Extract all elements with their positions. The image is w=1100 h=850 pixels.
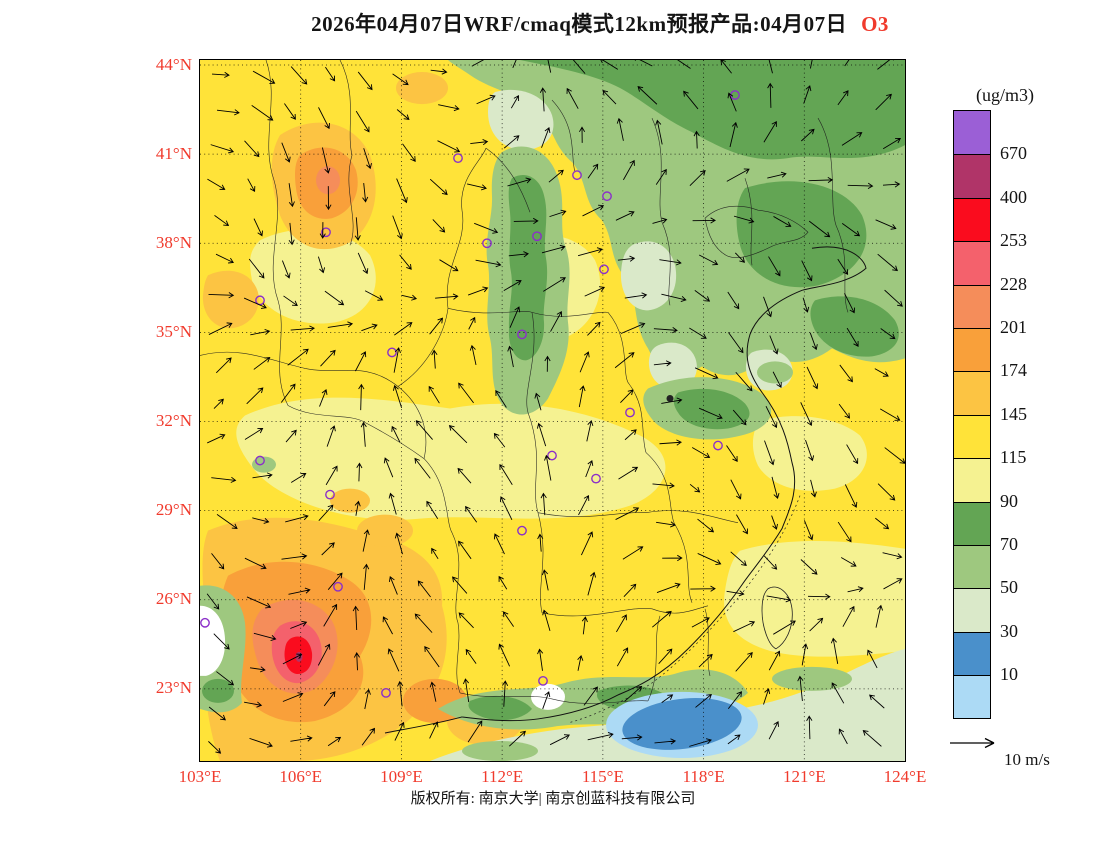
colorbar-tick-label: 228 — [1000, 273, 1027, 294]
station-marker — [517, 525, 527, 536]
wind-vector-field — [206, 60, 905, 754]
lon-tick-label: 115°E — [581, 767, 624, 786]
colorbar-tick-label: 174 — [1000, 360, 1027, 381]
wind-scale-value: 10 m/s — [1004, 750, 1050, 769]
lon-tick-label: 124°E — [883, 767, 927, 786]
station-marker — [255, 455, 265, 466]
colorbar-tick-label: 400 — [1000, 186, 1027, 207]
colorbar-unit-label: (ug/m3) — [976, 85, 1034, 105]
station-marker — [381, 687, 391, 698]
forecast-title: 2026年04月07日WRF/cmaq模式12km预报产品:04月07日 O3 — [110, 8, 1090, 38]
station-marker — [602, 191, 612, 202]
colorbar-tick-label: 115 — [1000, 447, 1027, 468]
lon-tick-label: 121°E — [782, 767, 826, 786]
station-marker — [200, 617, 210, 628]
lon-tick-label: 109°E — [380, 767, 423, 786]
colorbar-swatch — [954, 197, 990, 242]
wind-scale-arrow-icon — [950, 737, 995, 749]
colorbar-tick-label: 670 — [1000, 143, 1027, 164]
colorbar-swatch — [954, 241, 990, 285]
colorbar-tick-label: 145 — [1000, 403, 1027, 424]
station-marker — [591, 473, 601, 484]
copyright-footer: 版权所有: 南京大学| 南京创蓝科技有限公司 — [410, 791, 696, 807]
lon-tick-label: 112°E — [481, 767, 524, 786]
station-marker — [532, 231, 542, 242]
map-frame — [199, 59, 906, 762]
colorbar-tick-label: 253 — [1000, 230, 1027, 251]
colorbar-tick-label: 10 — [1000, 664, 1018, 685]
station-marker — [572, 170, 582, 181]
station-marker — [387, 347, 397, 358]
station-marker — [325, 489, 335, 500]
lat-tick-label: 38°N — [155, 233, 192, 252]
colorbar-swatch — [954, 154, 990, 198]
coastline — [384, 246, 867, 734]
wind-scale-legend — [948, 735, 1088, 780]
station-marker — [625, 407, 635, 418]
offshore-dashed-line — [567, 495, 801, 724]
lon-tick-label: 103°E — [178, 767, 222, 786]
station-marker — [321, 227, 331, 238]
lat-tick-label: 41°N — [155, 144, 192, 163]
colorbar-swatch — [954, 371, 990, 415]
station-marker — [666, 394, 674, 402]
colorbar — [953, 110, 991, 720]
colorbar-swatch — [954, 631, 990, 676]
colorbar-swatch — [954, 458, 990, 502]
station-markers — [200, 90, 740, 698]
colorbar-tick-label: 30 — [1000, 620, 1018, 641]
concentration-fill-regions — [200, 60, 905, 761]
lat-tick-label: 44°N — [155, 55, 192, 74]
station-marker — [538, 675, 548, 686]
station-marker — [547, 450, 557, 461]
lon-tick-label: 118°E — [682, 767, 725, 786]
lon-tick-label: 106°E — [279, 767, 323, 786]
forecast-title-text: 2026年04月07日WRF/cmaq模式12km预报产品:04月07日 — [311, 12, 848, 36]
colorbar-swatch — [954, 327, 990, 372]
station-marker — [453, 153, 463, 164]
colorbar-swatch — [954, 284, 990, 328]
species-label: O3 — [861, 12, 889, 36]
station-marker — [599, 264, 609, 275]
station-marker — [713, 440, 723, 451]
colorbar-swatch — [954, 111, 990, 155]
lat-tick-label: 32°N — [155, 411, 192, 430]
colorbar-swatch — [954, 414, 990, 459]
colorbar-swatch — [954, 675, 990, 719]
lat-tick-label: 26°N — [155, 589, 192, 608]
station-marker — [333, 581, 343, 592]
lat-tick-label: 29°N — [155, 500, 192, 519]
province-boundaries — [200, 60, 849, 704]
lat-tick-label: 23°N — [155, 678, 192, 697]
o3-concentration-map — [200, 60, 905, 761]
station-marker — [517, 329, 527, 340]
station-marker — [482, 238, 492, 249]
colorbar-tick-label: 201 — [1000, 317, 1027, 337]
colorbar-swatch — [954, 544, 990, 589]
colorbar-swatch — [954, 588, 990, 632]
colorbar-swatch — [954, 501, 990, 545]
colorbar-tick-label: 70 — [1000, 534, 1018, 554]
station-marker — [255, 295, 265, 306]
colorbar-tick-label: 90 — [1000, 490, 1018, 511]
colorbar-tick-label: 50 — [1000, 577, 1018, 598]
lat-tick-label: 35°N — [155, 322, 192, 341]
